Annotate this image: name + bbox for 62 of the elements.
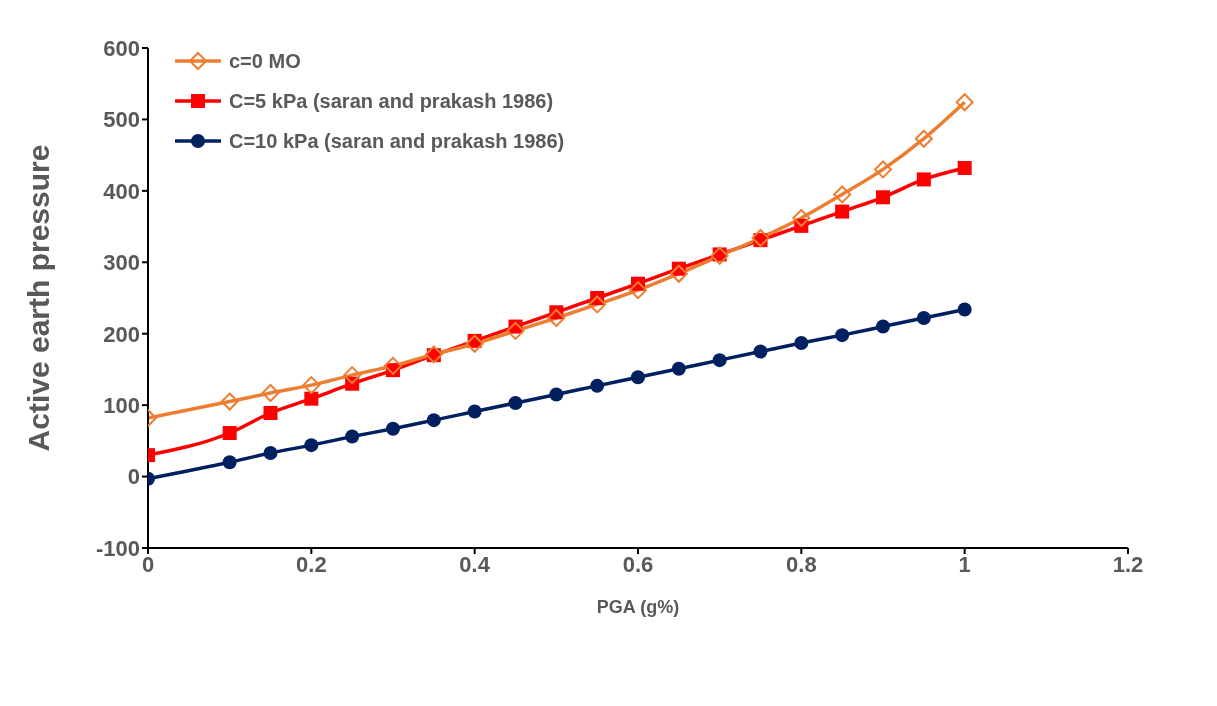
point bbox=[876, 190, 890, 205]
point bbox=[220, 392, 239, 411]
point bbox=[508, 396, 523, 410]
point bbox=[467, 404, 482, 419]
point bbox=[590, 378, 605, 393]
point bbox=[588, 295, 607, 314]
point bbox=[669, 264, 688, 283]
point bbox=[833, 185, 852, 204]
x-tick-label: 1.2 bbox=[1112, 551, 1144, 577]
point bbox=[957, 161, 972, 175]
point bbox=[751, 229, 770, 247]
point bbox=[835, 204, 850, 219]
x-tick-label: 0.4 bbox=[459, 551, 491, 577]
point bbox=[261, 384, 280, 402]
legend-label: C=5 kPa (saran and prakash 1986) bbox=[229, 89, 554, 114]
y-tick-label: 600 bbox=[103, 35, 140, 61]
legend-label: C=10 kPa (saran and prakash 1986) bbox=[229, 129, 565, 154]
point bbox=[222, 455, 237, 470]
point bbox=[957, 302, 972, 317]
point bbox=[343, 366, 362, 385]
legend-label: c=0 MO bbox=[229, 49, 301, 74]
point bbox=[302, 376, 321, 395]
y-tick-label: 0 bbox=[127, 464, 140, 490]
point bbox=[914, 129, 933, 148]
y-tick-label: 500 bbox=[103, 107, 140, 133]
point bbox=[547, 309, 566, 327]
point bbox=[916, 172, 931, 187]
point bbox=[506, 321, 525, 340]
point bbox=[629, 281, 647, 300]
point bbox=[794, 336, 809, 350]
point bbox=[304, 391, 319, 406]
point bbox=[792, 209, 811, 227]
x-tick-label: 0.6 bbox=[622, 551, 654, 577]
x-axis-title: PGA (g%) bbox=[596, 597, 680, 617]
point bbox=[916, 311, 931, 325]
point bbox=[712, 353, 727, 368]
point bbox=[426, 413, 441, 428]
point bbox=[874, 160, 892, 179]
point bbox=[222, 426, 237, 440]
x-tick-label: 0.2 bbox=[296, 551, 327, 577]
point bbox=[384, 356, 402, 375]
point bbox=[465, 334, 484, 353]
y-tick-label: 400 bbox=[103, 178, 140, 204]
point bbox=[835, 328, 850, 343]
point bbox=[263, 406, 278, 420]
point bbox=[671, 361, 686, 376]
point bbox=[876, 319, 890, 334]
point bbox=[263, 446, 278, 460]
point bbox=[549, 387, 564, 402]
point bbox=[631, 370, 645, 385]
y-tick-label: -100 bbox=[95, 535, 140, 561]
x-tick-label: 1 bbox=[958, 551, 971, 577]
point bbox=[386, 421, 400, 436]
point bbox=[955, 93, 974, 112]
y-tick-label: 300 bbox=[103, 250, 140, 276]
y-tick-label: 100 bbox=[103, 392, 140, 418]
x-tick-label: 0.8 bbox=[786, 551, 817, 577]
point bbox=[345, 429, 360, 444]
point bbox=[304, 438, 319, 453]
point bbox=[753, 344, 768, 359]
y-tick-label: 200 bbox=[103, 321, 140, 347]
y-axis-title: Active earth pressure bbox=[21, 144, 55, 452]
